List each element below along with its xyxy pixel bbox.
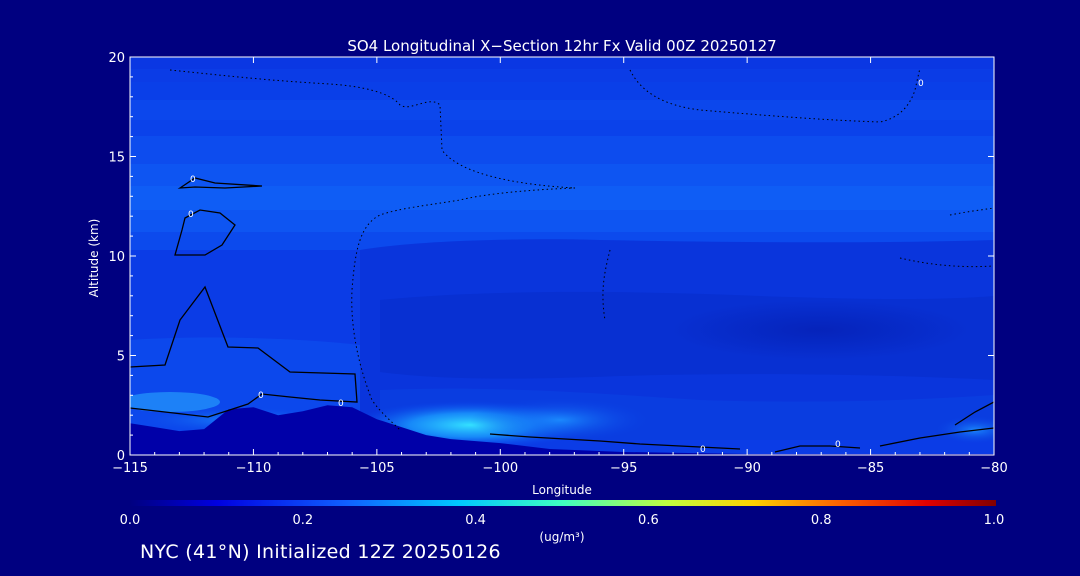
- x-tick-label: −90: [733, 461, 760, 476]
- terrain-silhouette: [130, 405, 994, 455]
- x-axis-label: Longitude: [532, 483, 592, 497]
- contour-lines: [130, 177, 994, 453]
- negative-contours: [169, 67, 994, 431]
- colorbar-tick-label: 1.0: [984, 513, 1005, 528]
- contour-label: 0: [338, 399, 344, 409]
- y-tick-label: 10: [108, 250, 125, 265]
- x-tick-label: −105: [359, 461, 395, 476]
- y-tick-label: 15: [108, 151, 125, 166]
- chart-title: SO4 Longitudinal X−Section 12hr Fx Valid…: [347, 37, 776, 55]
- contour-label: 0: [190, 175, 196, 185]
- x-axis: −115 −110 −105 −100 −95 −90 −85 −80: [112, 57, 1008, 476]
- contour-label: 0: [258, 391, 264, 401]
- colorbar-tick-label: 0.4: [465, 513, 486, 528]
- contour-label: 0: [835, 440, 841, 450]
- contour-label: 0: [700, 445, 706, 455]
- colorbar-tick-label: 0.0: [120, 513, 141, 528]
- y-tick-label: 5: [117, 350, 125, 365]
- x-tick-label: −115: [112, 461, 148, 476]
- x-tick-label: −100: [482, 461, 518, 476]
- contour-label: 0: [918, 79, 924, 89]
- y-tick-label: 0: [117, 449, 125, 464]
- x-tick-label: −80: [980, 461, 1007, 476]
- colorbar-tick-label: 0.6: [638, 513, 659, 528]
- colorbar-ticks: 0.0 0.2 0.4 0.6 0.8 1.0: [120, 513, 1005, 528]
- y-axis-label: Altitude (km): [87, 219, 101, 298]
- contour-labels: 0 0 0 0 0 0 0: [188, 79, 924, 455]
- contour-label: 0: [188, 210, 194, 220]
- colorbar-tick-label: 0.2: [292, 513, 313, 528]
- y-tick-label: 20: [108, 51, 125, 66]
- colorbar-tick-label: 0.8: [811, 513, 832, 528]
- footer-caption: NYC (41°N) Initialized 12Z 20250126: [140, 541, 501, 563]
- colorbar-units: (ug/m³): [539, 530, 584, 544]
- concentration-field: [130, 57, 994, 455]
- x-tick-label: −85: [857, 461, 884, 476]
- x-tick-label: −110: [236, 461, 272, 476]
- colorbar: [130, 500, 996, 506]
- x-tick-label: −95: [610, 461, 637, 476]
- y-axis: 0 5 10 15 20: [108, 51, 994, 464]
